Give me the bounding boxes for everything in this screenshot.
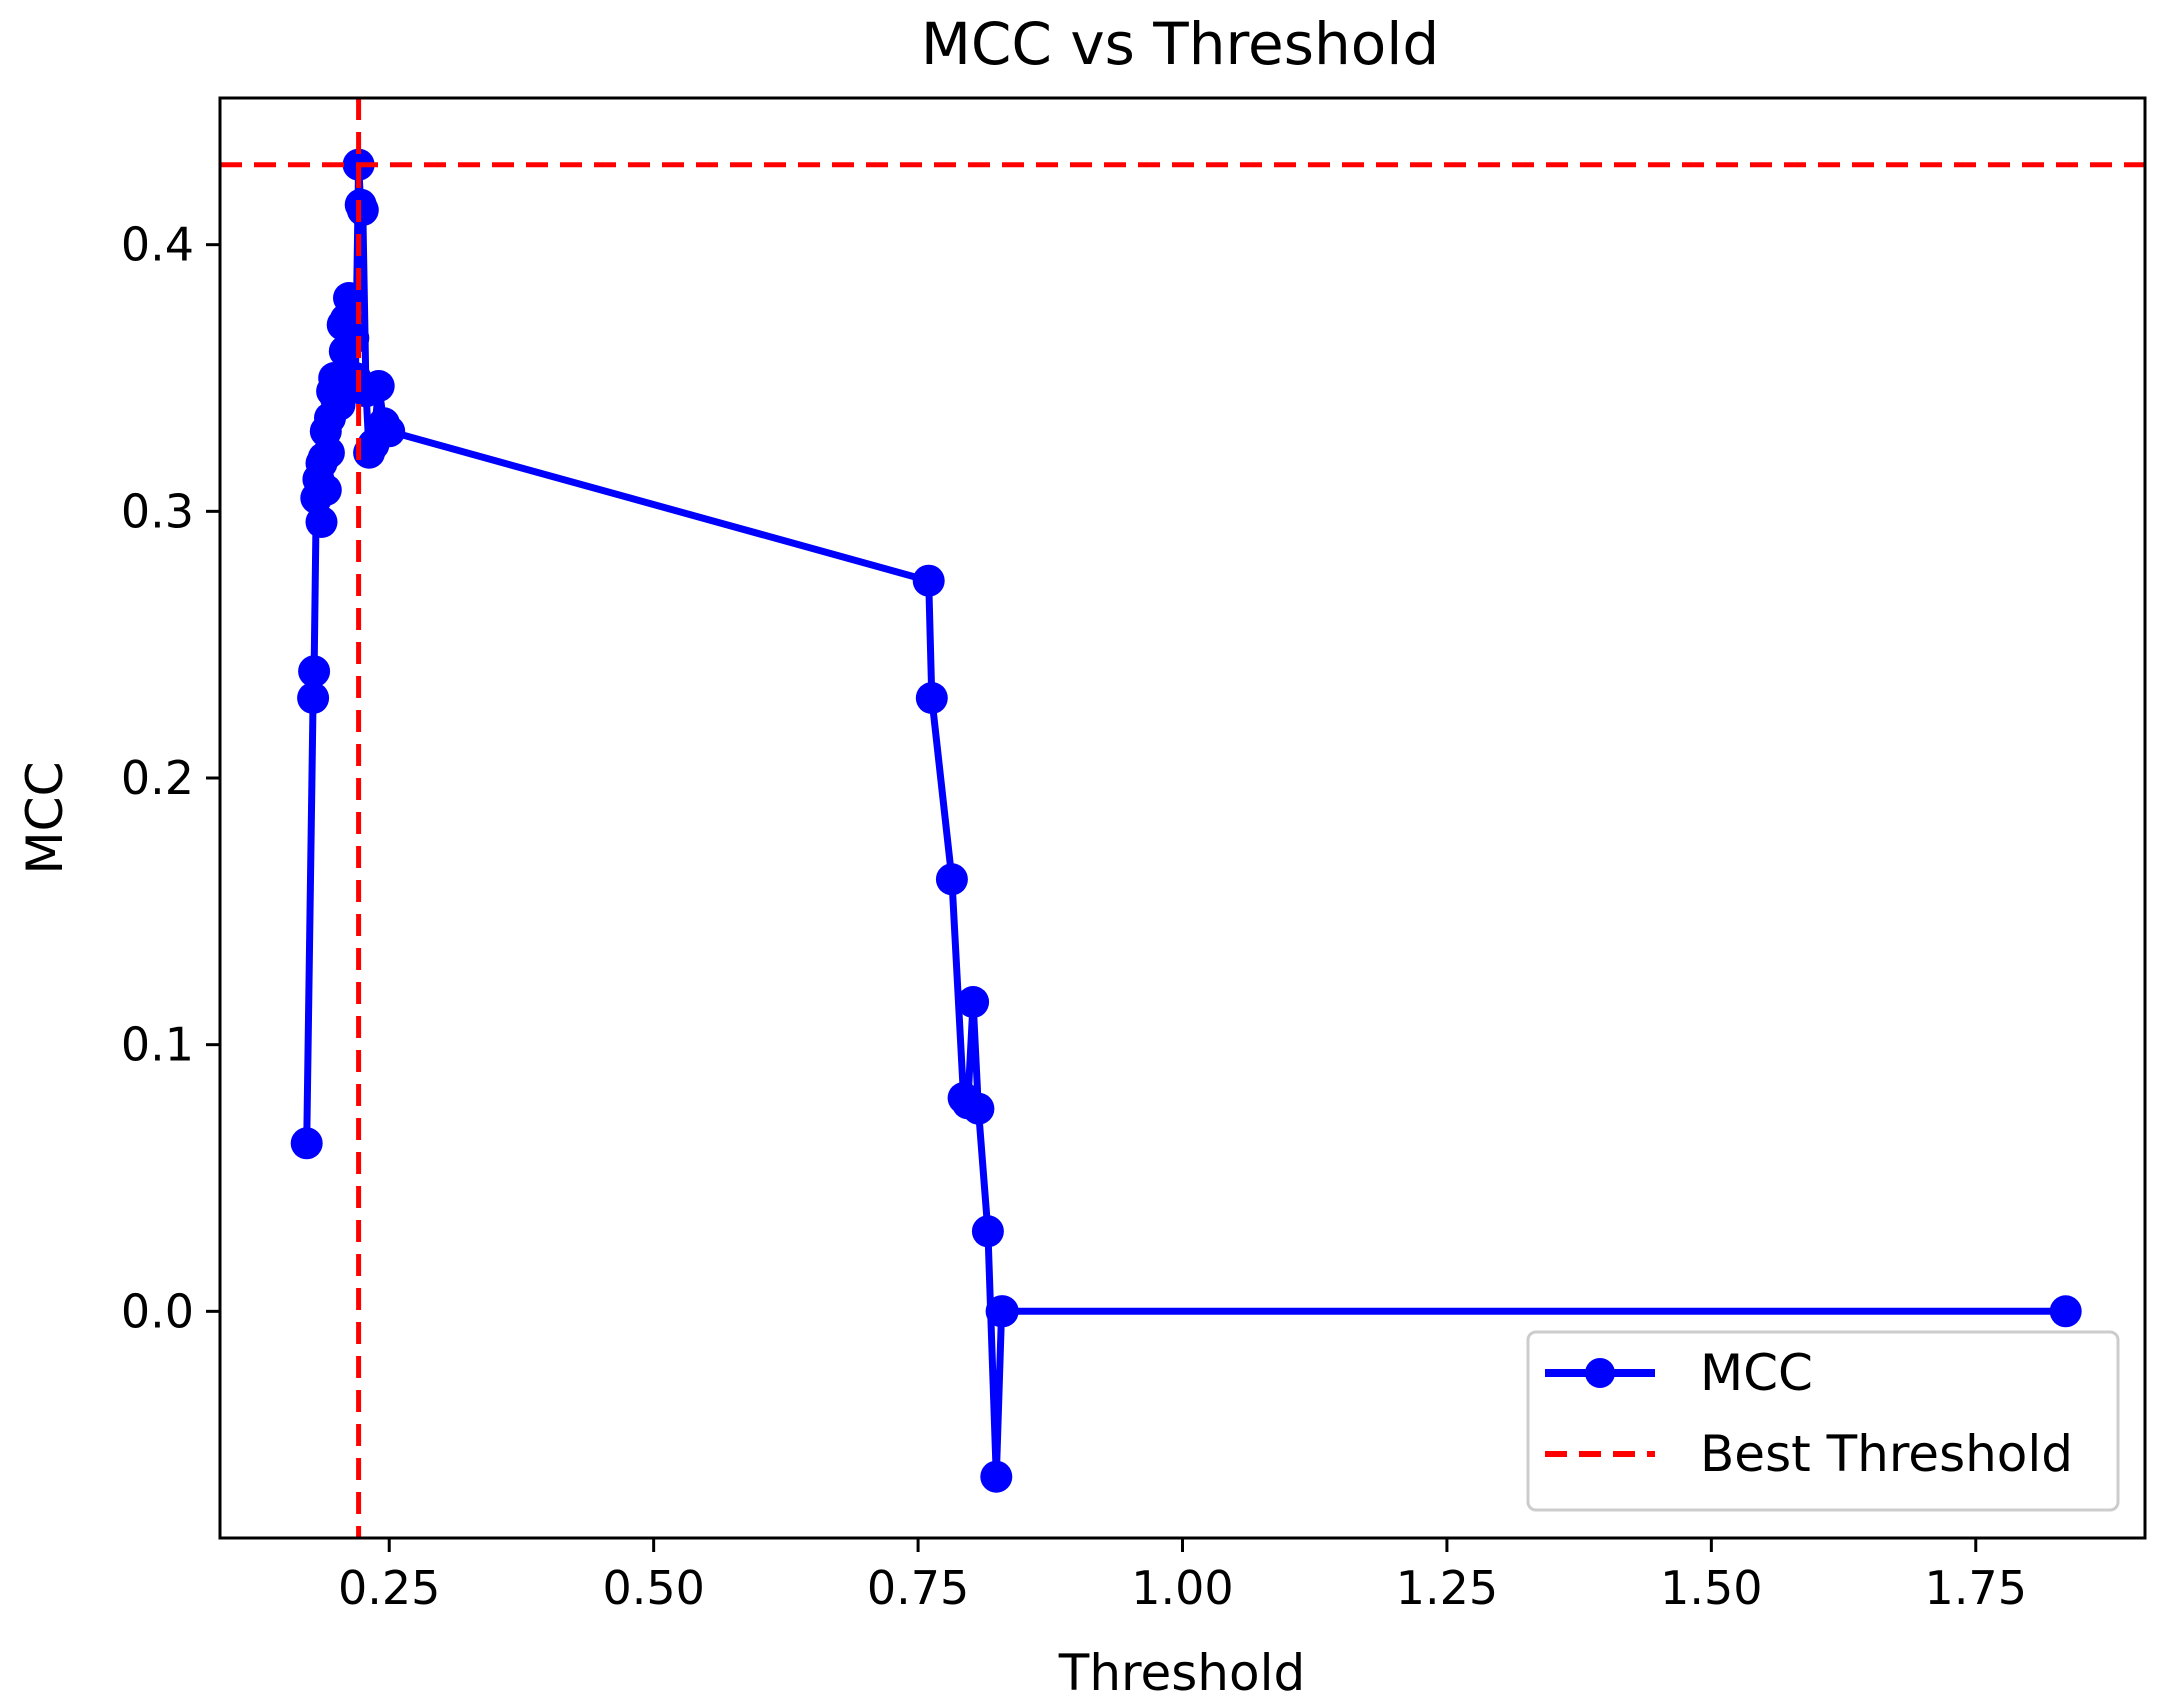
x-tick-label: 1.75 bbox=[1925, 1561, 2027, 1615]
y-tick-label: 0.2 bbox=[121, 751, 194, 805]
y-tick-label: 0.4 bbox=[121, 218, 194, 272]
mcc-point bbox=[346, 194, 379, 226]
y-axis: 0.0 0.1 0.2 0.3 0.4 bbox=[121, 218, 220, 1338]
x-tick-label: 1.50 bbox=[1660, 1561, 1762, 1615]
mcc-point bbox=[915, 682, 948, 714]
mcc-point bbox=[980, 1460, 1013, 1493]
x-axis-label: Threshold bbox=[1058, 1644, 1305, 1702]
x-tick-label: 0.75 bbox=[867, 1561, 969, 1615]
mcc-point bbox=[337, 322, 370, 354]
plot-area bbox=[220, 98, 2145, 1538]
legend-mcc-marker bbox=[1585, 1358, 1615, 1388]
x-tick-label: 1.00 bbox=[1131, 1561, 1233, 1615]
mcc-point bbox=[971, 1215, 1004, 1248]
mcc-point bbox=[309, 474, 342, 506]
legend-best-threshold-label: Best Threshold bbox=[1700, 1425, 2073, 1483]
mcc-point bbox=[362, 370, 395, 402]
mcc-point bbox=[323, 388, 356, 421]
legend: MCC Best Threshold bbox=[1526, 1330, 2120, 1512]
y-tick-label: 0.3 bbox=[121, 484, 194, 538]
mcc-point bbox=[305, 506, 338, 538]
legend-mcc-label: MCC bbox=[1700, 1344, 1813, 1402]
mcc-point bbox=[298, 655, 331, 688]
mcc-point bbox=[290, 1127, 323, 1160]
x-tick-label: 0.25 bbox=[338, 1561, 440, 1615]
y-axis-label: MCC bbox=[16, 762, 74, 875]
chart-title: MCC vs Threshold bbox=[921, 10, 1439, 78]
x-axis: 0.25 0.50 0.75 1.00 1.25 1.50 1.75 bbox=[338, 1538, 2027, 1615]
mcc-point bbox=[986, 1295, 1019, 1328]
legend-box bbox=[1526, 1330, 2120, 1512]
mcc-point bbox=[962, 1092, 995, 1125]
x-tick-label: 0.50 bbox=[602, 1561, 704, 1615]
mcc-point bbox=[957, 986, 990, 1018]
y-tick-label: 0.1 bbox=[121, 1018, 194, 1072]
y-tick-label: 0.0 bbox=[121, 1284, 194, 1338]
mcc-point bbox=[2049, 1295, 2082, 1328]
mcc-point bbox=[312, 436, 345, 469]
mcc-point bbox=[912, 564, 945, 597]
mcc-point bbox=[373, 415, 406, 448]
mcc-point bbox=[297, 682, 330, 714]
x-tick-label: 1.25 bbox=[1396, 1561, 1498, 1615]
mcc-point bbox=[935, 863, 968, 896]
